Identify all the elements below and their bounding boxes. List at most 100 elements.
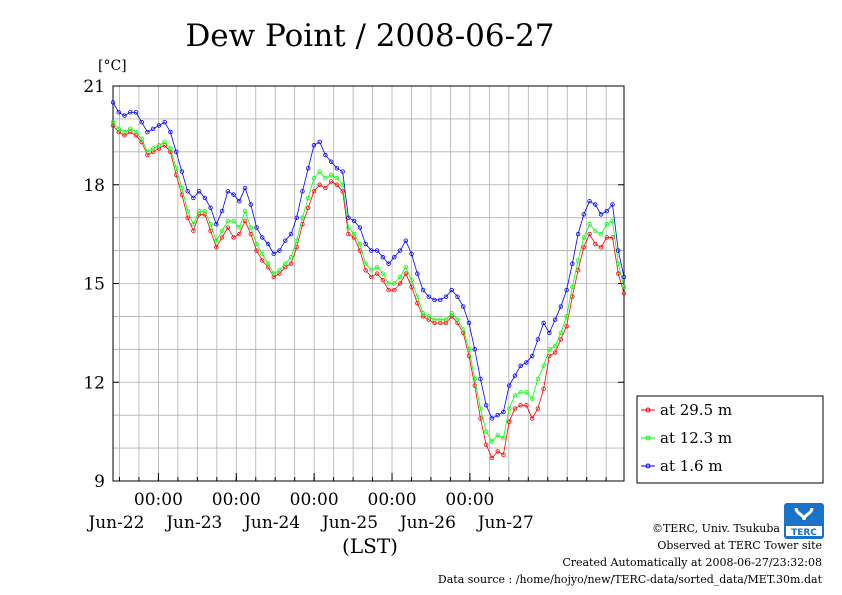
data-point bbox=[587, 231, 592, 237]
data-point bbox=[357, 241, 363, 247]
data-point bbox=[575, 258, 581, 263]
data-point bbox=[122, 113, 127, 118]
data-point bbox=[587, 222, 592, 227]
y-tick-label: 9 bbox=[94, 472, 105, 492]
data-point bbox=[397, 248, 403, 253]
data-point bbox=[380, 278, 386, 283]
data-point bbox=[581, 245, 587, 250]
x-day-label: Jun-26 bbox=[398, 513, 456, 533]
data-point bbox=[254, 225, 259, 230]
data-point bbox=[558, 330, 564, 336]
data-point bbox=[512, 373, 518, 378]
data-point bbox=[116, 110, 121, 115]
data-point bbox=[191, 222, 196, 227]
data-point bbox=[489, 439, 495, 444]
data-point bbox=[334, 175, 340, 181]
data-point bbox=[208, 228, 213, 234]
data-point bbox=[558, 337, 564, 342]
data-point bbox=[501, 436, 506, 441]
x-tick-label: 00:00 bbox=[290, 490, 339, 510]
data-point bbox=[328, 172, 334, 178]
data-point bbox=[300, 215, 305, 220]
data-point bbox=[598, 212, 604, 217]
data-point bbox=[328, 179, 334, 184]
data-point bbox=[495, 449, 500, 454]
y-tick-label: 18 bbox=[83, 176, 105, 196]
data-point bbox=[357, 225, 363, 230]
data-point bbox=[225, 189, 231, 194]
data-point bbox=[621, 284, 627, 289]
data-point bbox=[610, 235, 615, 240]
data-point bbox=[535, 337, 541, 342]
data-point bbox=[363, 241, 368, 247]
legend-box bbox=[636, 395, 824, 484]
data-point bbox=[225, 225, 231, 230]
data-point bbox=[340, 169, 345, 174]
data-point bbox=[501, 452, 506, 457]
data-point bbox=[529, 353, 535, 359]
data-point bbox=[461, 327, 466, 332]
data-point bbox=[334, 166, 340, 171]
series-group bbox=[110, 100, 627, 461]
x-tick-label: 00:00 bbox=[368, 490, 417, 510]
data-point bbox=[128, 126, 133, 131]
data-point bbox=[535, 376, 541, 382]
data-point bbox=[369, 248, 374, 253]
data-point bbox=[489, 455, 495, 461]
data-point bbox=[317, 169, 322, 174]
legend-label: at 1.6 m bbox=[660, 457, 723, 475]
data-point bbox=[156, 123, 162, 128]
series-0 bbox=[110, 123, 627, 461]
data-point bbox=[564, 324, 569, 329]
x-day-label: Jun-24 bbox=[242, 513, 300, 533]
data-point bbox=[438, 317, 443, 322]
legend: at 29.5 m at 12.3 m at 1.6 m bbox=[636, 395, 824, 484]
data-point bbox=[449, 287, 454, 293]
data-point bbox=[529, 396, 535, 401]
data-point bbox=[547, 330, 552, 336]
data-point bbox=[328, 159, 334, 164]
data-point bbox=[529, 416, 535, 421]
data-point bbox=[374, 248, 380, 253]
data-point bbox=[478, 376, 483, 382]
data-point bbox=[340, 189, 345, 194]
data-point bbox=[150, 126, 156, 131]
data-point bbox=[323, 152, 328, 158]
legend-swatch-marker bbox=[645, 463, 651, 469]
chart-title: Dew Point / 2008-06-27 bbox=[185, 18, 554, 54]
data-point bbox=[294, 215, 299, 220]
data-point bbox=[403, 238, 409, 243]
data-point bbox=[598, 245, 604, 250]
data-point bbox=[317, 139, 322, 145]
data-point bbox=[369, 274, 374, 280]
data-point bbox=[501, 409, 506, 415]
data-point bbox=[392, 287, 397, 293]
data-point bbox=[518, 389, 523, 395]
data-point bbox=[116, 126, 121, 131]
data-point bbox=[443, 317, 449, 322]
data-point bbox=[369, 268, 374, 273]
data-point bbox=[139, 136, 144, 141]
copyright-text: ©TERC, Univ. Tsukuba bbox=[652, 522, 780, 535]
data-point bbox=[122, 129, 127, 135]
data-point bbox=[506, 406, 512, 411]
data-point bbox=[334, 182, 340, 187]
data-point bbox=[260, 258, 265, 263]
data-point bbox=[564, 287, 569, 293]
data-point bbox=[351, 231, 357, 237]
data-point bbox=[306, 205, 311, 210]
data-point bbox=[616, 271, 621, 276]
data-point bbox=[202, 195, 208, 201]
data-point bbox=[242, 218, 248, 224]
data-point bbox=[466, 347, 472, 352]
data-point bbox=[443, 294, 449, 299]
data-point bbox=[179, 169, 185, 174]
y-axis-unit: [°C] bbox=[98, 58, 127, 74]
data-point bbox=[208, 205, 213, 210]
data-point bbox=[374, 271, 380, 276]
data-point bbox=[506, 383, 512, 388]
data-point bbox=[260, 251, 265, 257]
data-point bbox=[415, 271, 420, 276]
data-point bbox=[185, 189, 190, 194]
data-point bbox=[432, 317, 437, 322]
